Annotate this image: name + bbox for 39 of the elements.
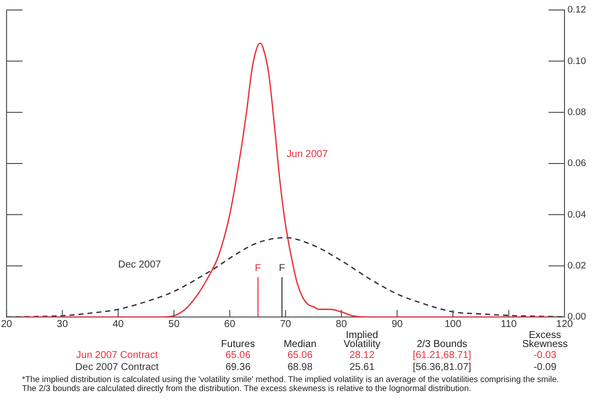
text: *The implied distribution is calculated using the 'volatility smile' method. The implied volatility is an average of the volatilities comprising the smile. The 2/3 bounds are calculated directly from the distribution. The excess skewness is relative to the lognormal distribution. [22,374,560,393]
ref-line-label: F [278,262,286,274]
ref-line-label: F [254,262,262,274]
x-tick-label: 50 [168,318,180,330]
x-tick-label: 100 [444,318,462,330]
y-tick-label: 0.06 [568,158,586,170]
x-tick-label: 40 [112,318,124,330]
text: Dec 2007 Contract [75,362,159,373]
x-tick-label: 90 [392,318,404,330]
y-tick-label: 0.12 [568,4,586,16]
text: Median [284,339,316,350]
text: Futures [221,339,255,350]
y-tick-label: 0.08 [568,106,586,118]
x-tick-label: 70 [280,318,292,330]
text: Jun 2007 Contract [76,350,158,361]
text: 28.12 [349,350,375,361]
text: 68.98 [287,362,313,373]
x-tick-label: 110 [500,318,518,330]
text: 65.06 [287,350,313,361]
y-tick-label: 0.02 [568,260,586,272]
text: Excess Skewness [522,330,568,350]
x-tick-label: 30 [56,318,68,330]
x-tick-label: 80 [336,318,348,330]
text: 69.36 [225,362,251,373]
y-tick-label: 0.10 [568,56,586,67]
text: Dec 2007 [118,260,162,271]
text: 2/3 Bounds [416,339,468,350]
text: 65.06 [225,350,251,361]
x-tick-label: 60 [224,318,236,330]
text: 25.61 [349,362,375,373]
text: -0.09 [534,362,556,373]
text: [56.36,81.07] [412,362,472,373]
y-tick-label: 0.04 [568,209,586,220]
text: Implied Volatility [344,330,380,350]
series-label: Jun 2007 [286,149,328,160]
text: -0.03 [534,350,556,361]
x-tick-label: 120 [556,318,574,330]
text: [61.21,68.71] [412,350,472,361]
x-tick-label: 20 [1,318,13,330]
